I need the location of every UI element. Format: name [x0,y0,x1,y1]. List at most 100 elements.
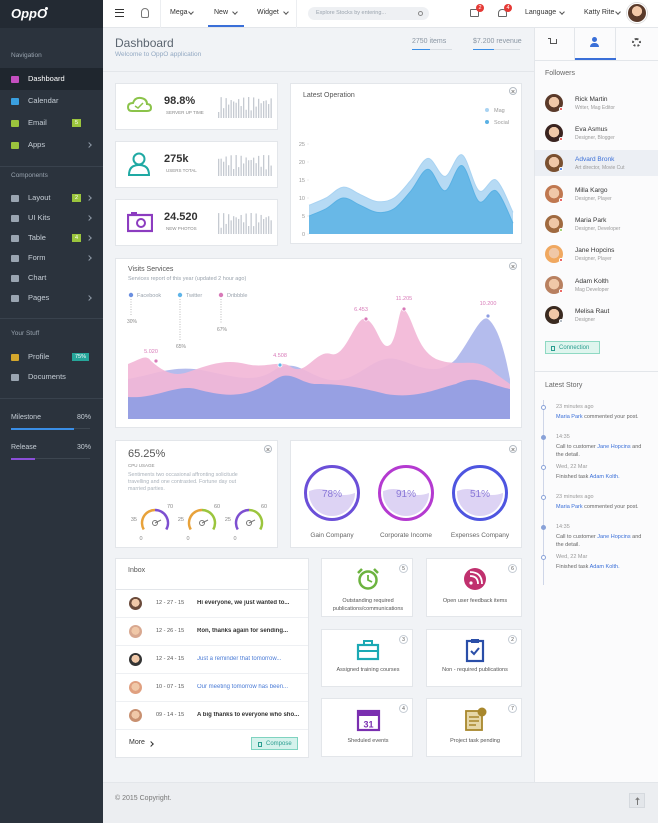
user-name[interactable]: Katty Rite [584,9,615,16]
follower-avatar [545,154,563,172]
task-card[interactable]: 6 Open user feedback items [426,558,522,617]
inbox-more[interactable]: More [129,739,145,746]
story-link[interactable]: Maria Park [556,504,583,510]
language[interactable]: Language [525,9,557,16]
task-card[interactable]: 5 Outstanding required publications/commu… [321,558,413,617]
sparkline-bar [230,220,232,234]
timeline-dot [541,525,546,530]
sparkline-bar [253,157,255,176]
status-dot [559,167,563,171]
legend-pct: 30% [127,319,138,325]
story-link[interactable]: Maria Park [556,414,583,420]
sparkline-bar [245,213,247,234]
follower-row[interactable]: Melisa Raut Designer [535,302,658,328]
inbox-row[interactable]: 12 - 24 - 15 Just a reminder that tomorro… [116,646,308,674]
sparkline-bar [245,157,247,176]
notify-icon[interactable] [498,9,507,17]
story-link[interactable]: Jane Hopcins [597,534,631,540]
status-dot [559,228,563,232]
inbox-row[interactable]: 12 - 27 - 15 Hi everyone, we just wanted … [116,590,308,618]
nav-item[interactable]: Dashboard [0,68,103,90]
notify-icon[interactable] [470,9,479,17]
follower-row[interactable]: Advard Bronk Art director, Movie Cut [535,150,658,176]
nav-item[interactable]: Calendar [0,90,103,112]
task-card[interactable]: 7 Project task pending [426,698,522,757]
follower-row[interactable]: Jane Hopcins Designer, Player [535,241,658,267]
inbox-row[interactable]: 09 - 14 - 15 A big thanks to everyone who… [116,702,308,730]
gauge-left: 35 [131,517,137,523]
follower-row[interactable]: Milla Kargo Designer, Player [535,181,658,207]
close-button[interactable] [509,445,517,453]
follower-role: Art director, Movie Cut [575,165,625,171]
menu-item[interactable]: New [214,9,229,16]
nav-item[interactable]: Email 5 [0,112,103,134]
follower-row[interactable]: Adam Kolth Mag Developer [535,272,658,298]
task-card[interactable]: 2 Non - required publications [426,629,522,687]
sparkline-bar [260,214,262,234]
panel-tab[interactable] [616,28,658,60]
close-button[interactable] [264,445,272,453]
connection-button[interactable]: Connection [545,341,600,354]
menu-item[interactable]: Widget [257,9,279,16]
legend-dot [485,120,489,124]
close-button[interactable] [509,87,517,95]
story-link[interactable]: Adam Kolth. [589,564,620,570]
story-time: 14:35 [556,434,570,440]
follower-name: Maria Park [575,217,607,224]
nav-item[interactable]: Documents [0,367,103,387]
y-tick-label: 10 [299,196,305,202]
follower-row[interactable]: Rick Martin Writer, Mag Editor [535,90,658,116]
inbox-row[interactable]: 12 - 26 - 15 Ron, thanks again for sendin… [116,618,308,646]
follower-row[interactable]: Eva Asmus Designer, Blogger [535,120,658,146]
compose-button[interactable]: Compose [251,737,298,750]
menu-toggle[interactable] [115,9,124,17]
user-icon[interactable] [141,8,149,18]
task-icon [357,568,379,590]
sparkline-bar [255,163,257,176]
sparkline-bar [223,213,225,234]
nav-item[interactable]: Form [0,248,103,268]
scroll-top-button[interactable] [629,793,645,808]
story-link[interactable]: Adam Kolth. [589,474,620,480]
inbox-avatar [129,653,142,666]
tab-underline [575,58,616,60]
nav-item[interactable]: Chart [0,268,103,288]
followers-title: Followers [545,70,575,77]
task-card[interactable]: 31 4 Sheduled events [321,698,413,757]
panel-tab[interactable] [534,28,575,60]
cpu-value: 65.25% [128,448,166,460]
point-dot [363,316,369,322]
card-title: Inbox [128,567,146,574]
story-link[interactable]: Jane Hopcins [597,444,631,450]
task-label: Open user feedback items [442,598,508,604]
follower-row[interactable]: Maria Park Designer, Developer [535,211,658,237]
inbox-row[interactable]: 10 - 07 - 15 Our meeting tomorrow has bee… [116,674,308,702]
menu-item[interactable]: Mega [170,9,188,16]
chevron [86,255,92,261]
ring-wave [383,489,429,516]
clock-face [358,570,378,590]
nav-item[interactable]: Table 4 [0,228,103,248]
nav-item[interactable]: Pages [0,288,103,308]
nav-item[interactable]: Layout 2 [0,188,103,208]
nav-label: Layout [28,193,51,202]
nav-icon [11,97,19,105]
nav-item[interactable]: Apps [0,134,103,156]
progress-label: Release [11,444,37,451]
legend-label: Social [494,120,509,126]
progress-value: 80% [76,414,91,421]
story-time: 14:35 [556,524,570,530]
tab-border [534,60,658,61]
logo: OppO [11,6,48,21]
panel-tab[interactable] [575,28,616,60]
sparkline-bar [268,155,270,176]
close-button[interactable] [509,262,517,270]
search-box[interactable]: Explore Stocks by entering... [308,7,429,20]
stat-icon [127,96,153,112]
status-dot [559,137,563,141]
nav-item[interactable]: Profile 75% [0,347,103,367]
task-card[interactable]: 3 Assigned training courses [321,629,413,687]
copyright: © 2015 Copyright. [115,795,172,802]
nav-item[interactable]: UI Kits [0,208,103,228]
sparkline-bar [243,163,245,176]
